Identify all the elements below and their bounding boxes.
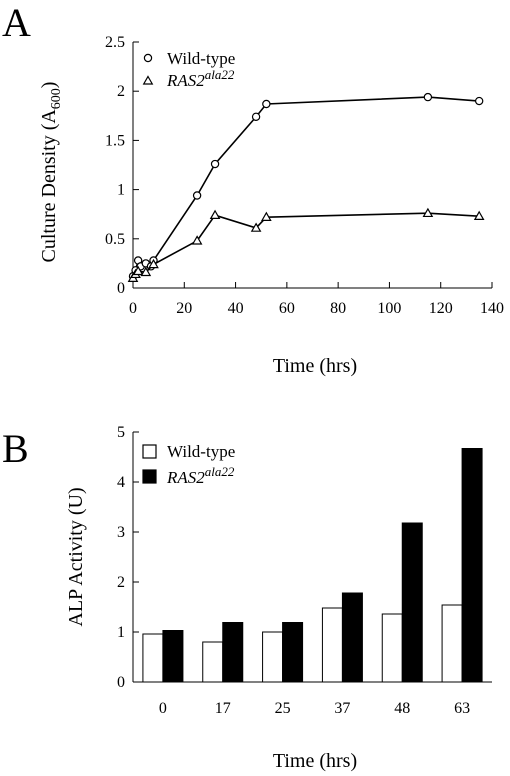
chart-b-bar-wildtype <box>441 604 463 683</box>
chart-a-ras2-point <box>261 211 272 221</box>
chart-a-x-tick-label: 140 <box>480 300 504 317</box>
legend-a-ras2-label: RAS2ala22 <box>166 67 235 90</box>
chart-a-wildtype-point <box>192 191 202 200</box>
chart-a-y-tick-label: 2 <box>117 83 125 100</box>
chart-b-bar-wildtype <box>321 607 343 683</box>
chart-a-wildtype-point <box>251 112 261 121</box>
chart-b-bar-ras2 <box>401 522 423 683</box>
chart-b-x-tick-label: 37 <box>334 700 350 717</box>
chart-a-x-tick-label: 120 <box>429 300 453 317</box>
chart-b-y-tick-label: 3 <box>117 524 125 541</box>
chart-a-line-plot: 0 0.5 1 1.5 2 2.5 0 20 40 60 80 100 120 140 Wild-typ… <box>38 34 504 377</box>
chart-b-legend: Wild-type RAS2ala22 <box>142 442 235 487</box>
chart-b-y-tick-label: 5 <box>117 424 125 441</box>
chart-a-ras2-point <box>422 207 434 218</box>
legend-b-wildtype-swatch <box>142 444 157 459</box>
chart-a-x-tick-label: 20 <box>176 300 192 317</box>
chart-a-x-axis-title: Time (hrs) <box>273 355 357 377</box>
chart-a-y-tick-label: 1.5 <box>105 132 125 149</box>
chart-a-y-axis-title: Culture Density (A600) <box>38 82 64 263</box>
chart-a-x-tick-label: 80 <box>330 300 346 317</box>
chart-b-x-tick-label: 17 <box>215 700 231 717</box>
chart-b-bar-ras2 <box>162 630 184 683</box>
chart-a-ras2-point <box>250 222 262 232</box>
chart-b-bar-wildtype <box>381 613 403 683</box>
chart-b-x-tick-label: 63 <box>454 700 470 717</box>
chart-a-wildtype-point <box>474 96 484 106</box>
chart-a-ras2-point <box>191 235 203 245</box>
chart-a-x-tick-label: 60 <box>279 300 295 317</box>
chart-a-y-tick-label: 0.5 <box>105 231 125 248</box>
chart-a-y-tick-label: 1 <box>117 182 125 199</box>
chart-a-y-tick-label: 0 <box>117 280 125 297</box>
chart-a-legend: Wild-type RAS2ala22 <box>142 49 235 90</box>
legend-b-ras2-swatch <box>142 469 157 484</box>
chart-a-series-line-wildtype <box>132 96 480 277</box>
chart-b-y-tick-label: 4 <box>117 474 125 491</box>
legend-b-ras2-label: RAS2ala22 <box>166 464 235 487</box>
chart-a-ras2-point <box>140 266 152 277</box>
chart-a-ras2-point <box>473 210 485 220</box>
chart-b-y-tick-label: 2 <box>117 574 125 591</box>
chart-b-x-tick-label: 25 <box>275 700 291 717</box>
chart-b-bar-ras2 <box>461 448 483 683</box>
chart-b-bar-wildtype <box>262 631 284 683</box>
chart-a-ras2-point <box>132 265 144 276</box>
chart-a-x-tick-label: 100 <box>377 300 401 317</box>
chart-a-ras2-point <box>209 209 221 220</box>
chart-b-bar-wildtype <box>142 633 164 683</box>
chart-b-y-tick-label: 1 <box>117 624 125 641</box>
chart-b-bar-ras2 <box>282 622 304 683</box>
panel-a-label: A <box>2 0 31 45</box>
chart-a-wildtype-point <box>210 159 220 169</box>
chart-b-bar-ras2 <box>341 592 363 683</box>
chart-b-y-axis-title: ALP Activity (U) <box>65 487 87 626</box>
chart-a-wildtype-point <box>423 92 433 102</box>
panel-b-label: B <box>2 426 29 471</box>
chart-a-series-line-ras2 <box>132 212 480 279</box>
chart-b-bar-ras2 <box>222 622 244 683</box>
chart-a-x-tick-label: 0 <box>129 300 137 317</box>
chart-a-ras2-point <box>148 258 159 269</box>
legend-a-wildtype-label: Wild-type <box>167 49 235 68</box>
chart-a-wildtype-point <box>262 99 271 109</box>
chart-a-x-tick-label: 40 <box>228 300 244 317</box>
chart-b-x-tick-label: 48 <box>394 700 410 717</box>
chart-b-x-axis-title: Time (hrs) <box>273 750 357 772</box>
chart-b-y-tick-label: 0 <box>117 674 125 691</box>
legend-a-wildtype-marker <box>143 53 153 63</box>
legend-b-wildtype-label: Wild-type <box>167 442 235 461</box>
chart-b-bar-wildtype <box>202 641 224 683</box>
legend-a-ras2-marker <box>142 75 154 85</box>
chart-a-y-tick-label: 2.5 <box>105 34 125 51</box>
chart-b-bar-plot: 0 1 2 3 4 5 0 17 25 37 48 63 Wild-type RAS2ala22 T… <box>65 424 492 772</box>
chart-b-x-tick-label: 0 <box>159 700 167 717</box>
